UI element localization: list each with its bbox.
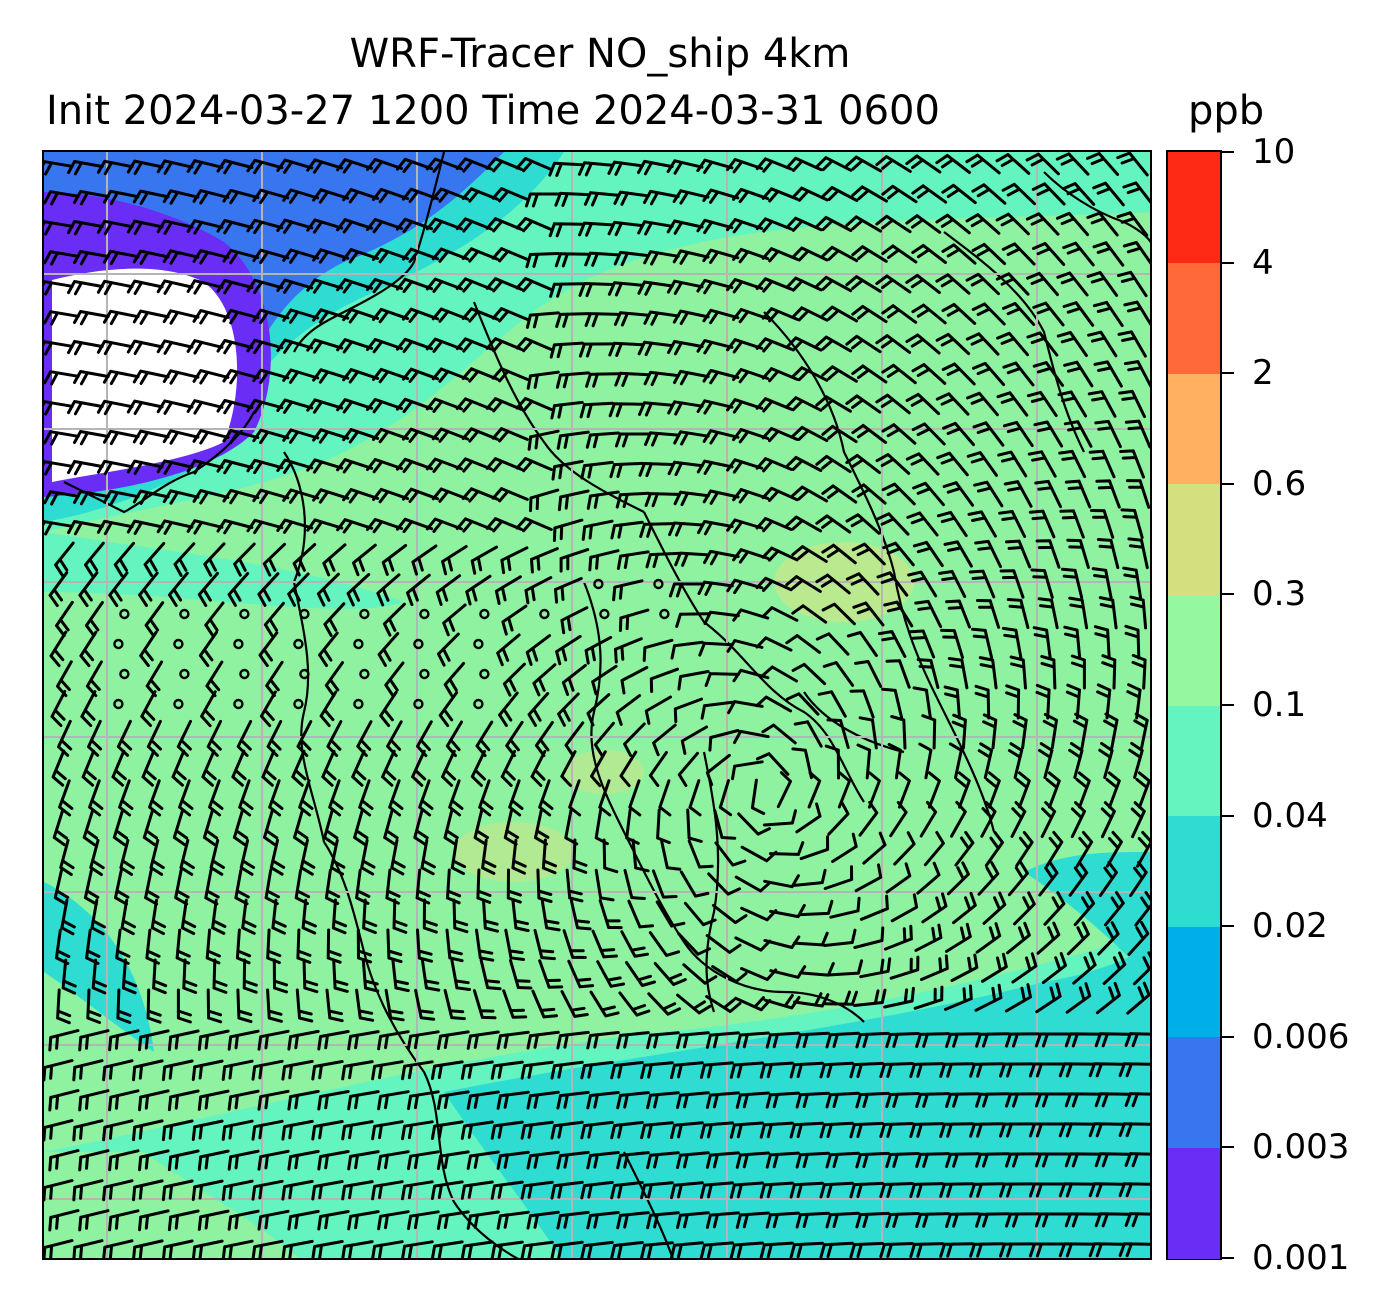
colorbar-segment [1168,705,1220,816]
colorbar [1166,150,1222,1260]
colorbar-tick [1222,1036,1234,1038]
map-panel [42,150,1152,1260]
colorbar-tick-label: 0.1 [1252,688,1306,722]
colorbar-tick-label: 0.04 [1252,799,1328,833]
colorbar-segment [1168,816,1220,927]
colorbar-tick [1222,483,1234,485]
colorbar-tick [1222,151,1234,153]
colorbar-tick-label: 0.6 [1252,467,1306,501]
colorbar-tick [1222,593,1234,595]
colorbar-tick-label: 0.02 [1252,909,1328,943]
colorbar-tick-label: 10 [1252,135,1295,169]
colorbar-segment [1168,1037,1220,1148]
colorbar-segment [1168,594,1220,705]
chart-subtitle: Init 2024-03-27 1200 Time 2024-03-31 060… [46,87,940,135]
colorbar-segment [1168,373,1220,484]
colorbar-tick [1222,372,1234,374]
colorbar-tick-label: 0.001 [1252,1241,1349,1275]
units-label: ppb [1188,87,1264,135]
colorbar-tick [1222,704,1234,706]
chart-title: WRF-Tracer NO_ship 4km [40,30,1160,78]
map-field [44,152,1152,1260]
colorbar-tick-label: 2 [1252,356,1274,390]
colorbar-tick [1222,815,1234,817]
colorbar-segment [1168,484,1220,595]
colorbar-tick [1222,262,1234,264]
colorbar-tick-label: 0.003 [1252,1130,1349,1164]
colorbar-tick [1222,925,1234,927]
colorbar-tick-label: 0.006 [1252,1020,1349,1054]
colorbar-tick [1222,1146,1234,1148]
colorbar-tick-label: 0.3 [1252,577,1306,611]
colorbar-segment [1168,1147,1220,1258]
colorbar-segment [1168,263,1220,374]
colorbar-segment [1168,926,1220,1037]
colorbar-tick-label: 4 [1252,246,1274,280]
colorbar-tick [1222,1257,1234,1259]
colorbar-segment [1168,152,1220,263]
